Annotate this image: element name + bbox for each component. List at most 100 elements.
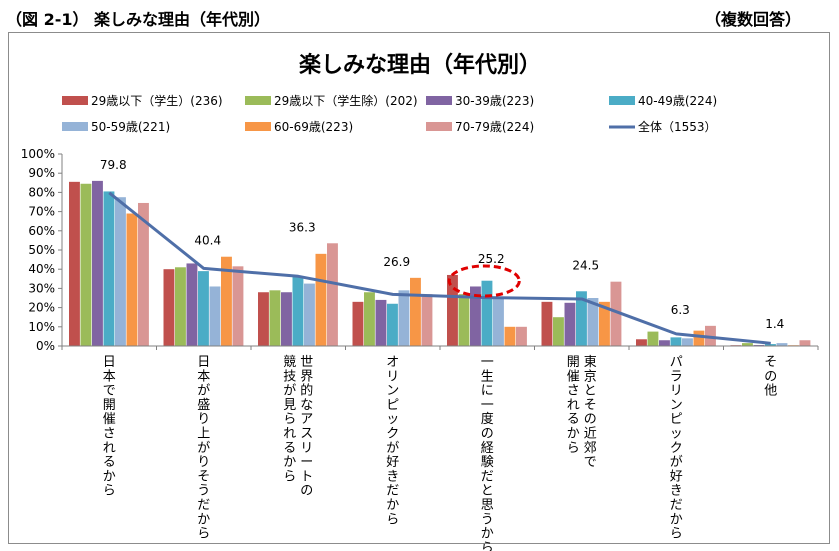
legend-swatch bbox=[426, 122, 452, 131]
y-tick-label: 80% bbox=[28, 185, 55, 199]
category-char: ら bbox=[283, 412, 296, 427]
overall-value-label: 40.4 bbox=[194, 234, 221, 248]
legend-label: 40-49歳(224) bbox=[638, 94, 717, 108]
category-char: ッ bbox=[386, 412, 399, 427]
category-char: ら bbox=[103, 484, 116, 499]
legend-label: 30-39歳(223) bbox=[455, 94, 534, 108]
category-char: 催 bbox=[567, 369, 580, 384]
category-char: ピ bbox=[670, 412, 683, 427]
bar bbox=[304, 283, 315, 346]
bar bbox=[364, 292, 375, 346]
category-char: が bbox=[386, 441, 399, 456]
x-axis: 日本で開催されるから日本が盛り上がりそうだから世界的なアスリートの競技が見られる… bbox=[61, 345, 819, 551]
category-char: そ bbox=[197, 469, 210, 484]
overall-value-label: 79.8 bbox=[100, 158, 127, 172]
highlight-ellipse bbox=[447, 264, 521, 298]
bar bbox=[258, 292, 269, 346]
category-char: ら bbox=[481, 541, 494, 551]
bar bbox=[481, 280, 493, 346]
category-char: で bbox=[103, 384, 116, 399]
category-char: で bbox=[584, 455, 597, 470]
category-char: か bbox=[670, 512, 683, 527]
category-char: れ bbox=[283, 427, 296, 442]
category-char: 度 bbox=[481, 411, 494, 427]
category-char: 本 bbox=[197, 369, 210, 384]
category-char: 郊 bbox=[584, 440, 597, 456]
category-char: か bbox=[386, 498, 399, 513]
bar bbox=[69, 181, 80, 346]
y-tick-label: 20% bbox=[28, 301, 55, 315]
legend-label: 50-59歳(221) bbox=[91, 120, 170, 134]
y-tick-label: 0% bbox=[36, 339, 55, 353]
category-char: う bbox=[481, 512, 494, 527]
category-char: だ bbox=[386, 484, 399, 499]
category-char: の bbox=[300, 484, 313, 499]
category-char: と bbox=[481, 484, 494, 499]
category-char: ら bbox=[197, 527, 210, 542]
legend-label: 29歳以下（学生）(236) bbox=[91, 93, 223, 108]
bar bbox=[327, 243, 338, 346]
category-char: 開 bbox=[103, 398, 116, 413]
category-char: さ bbox=[103, 427, 116, 442]
overall-value-label: 36.3 bbox=[289, 220, 316, 234]
y-tick-label: 30% bbox=[28, 281, 55, 295]
bar bbox=[80, 183, 92, 346]
bars bbox=[69, 180, 811, 346]
category-char: な bbox=[300, 398, 313, 413]
category-char: オ bbox=[386, 355, 399, 370]
category-char: ら bbox=[670, 527, 683, 542]
bar bbox=[682, 338, 693, 346]
bar bbox=[398, 290, 410, 346]
category-char: の bbox=[584, 412, 597, 427]
overall-value-label: 26.9 bbox=[383, 255, 410, 269]
category-char: り bbox=[197, 412, 210, 427]
category-char: ク bbox=[386, 427, 399, 442]
category-char: か bbox=[481, 527, 494, 542]
category-char: の bbox=[764, 369, 777, 384]
chart-title: 楽しみな理由（年代別） bbox=[299, 52, 541, 78]
legend-swatch bbox=[426, 96, 452, 105]
category-char: 一 bbox=[481, 398, 494, 413]
bar bbox=[636, 339, 647, 346]
bar bbox=[115, 197, 126, 346]
category-char: が bbox=[197, 384, 210, 399]
category-char: 生 bbox=[481, 369, 494, 384]
category-char: ス bbox=[300, 427, 313, 442]
overall-value-label: 24.5 bbox=[572, 259, 599, 273]
bar bbox=[186, 263, 198, 346]
overall-line-path bbox=[108, 191, 771, 345]
bar bbox=[599, 301, 610, 346]
bar bbox=[163, 269, 175, 346]
category-char: の bbox=[481, 427, 494, 442]
category-char: 界 bbox=[300, 369, 313, 384]
legend-swatch bbox=[245, 122, 271, 131]
category-char: が bbox=[670, 455, 683, 470]
overall-value-label: 6.3 bbox=[671, 303, 690, 317]
legend-label: 29歳以下（学生除）(202) bbox=[274, 93, 418, 108]
bar bbox=[693, 330, 705, 346]
category-char: れ bbox=[567, 398, 580, 413]
category-char: う bbox=[197, 484, 210, 499]
bar bbox=[470, 286, 481, 346]
bar bbox=[292, 276, 304, 346]
category-char: 日 bbox=[103, 355, 116, 370]
legend-label: 70-79歳(224) bbox=[455, 120, 534, 134]
y-axis: 0% 10% 20% 30% 40% 50% 60% 70% 80% 90% 100% bbox=[21, 147, 63, 353]
category-char: 近 bbox=[584, 427, 597, 442]
bar bbox=[209, 286, 221, 346]
bar bbox=[410, 277, 421, 346]
category-char: が bbox=[283, 384, 296, 399]
category-char: か bbox=[567, 427, 580, 442]
bar bbox=[421, 294, 433, 346]
bar bbox=[447, 274, 458, 346]
category-char: ト bbox=[300, 469, 313, 484]
bar bbox=[516, 326, 527, 346]
category-char: ア bbox=[300, 412, 313, 427]
category-char: リ bbox=[386, 369, 399, 384]
category-char: と bbox=[584, 384, 597, 399]
bar bbox=[742, 343, 753, 346]
